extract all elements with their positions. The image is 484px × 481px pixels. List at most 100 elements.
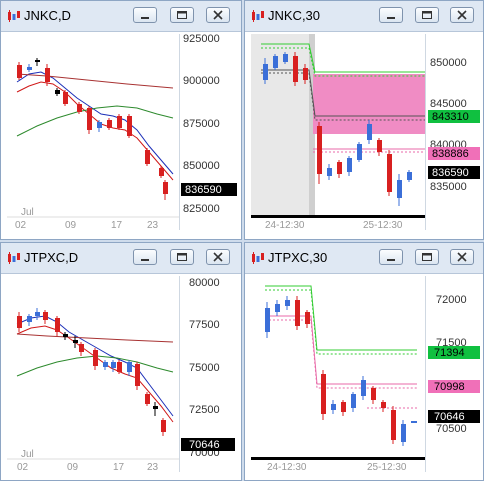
minimize-button[interactable] xyxy=(379,7,403,23)
y-tick-label: 835000 xyxy=(430,181,467,193)
window-title: JNKC,D xyxy=(24,8,71,23)
close-button[interactable] xyxy=(450,249,474,265)
minimize-button[interactable] xyxy=(379,249,403,265)
x-axis: Jul 02 09 17 23 xyxy=(7,449,179,472)
chart-candles-icon xyxy=(8,10,20,22)
chart-candles-icon xyxy=(252,252,264,264)
y-tick-label: 72000 xyxy=(436,294,467,306)
y-tick-label: 825000 xyxy=(183,203,220,215)
last-price-tag xyxy=(181,183,237,196)
price-axis[interactable]: 925000 900000 875000 850000 825000 83659… xyxy=(179,34,241,234)
window-titlebar[interactable]: JTPXC,D xyxy=(1,243,241,274)
price-axis[interactable]: 850000 845000 840000 835000 843310 83888… xyxy=(426,34,482,234)
minimize-icon xyxy=(387,259,395,261)
maximize-icon xyxy=(422,11,432,19)
y-tick-label: 75000 xyxy=(189,362,220,374)
window-titlebar[interactable]: JTPXC,30 xyxy=(245,243,483,274)
close-icon xyxy=(213,252,223,262)
close-icon xyxy=(457,10,467,20)
chart-window-jtpxc-30min[interactable]: JTPXC,30 24-12:30 xyxy=(244,242,484,481)
close-button[interactable] xyxy=(206,249,230,265)
y-tick-label: 875000 xyxy=(183,118,220,130)
maximize-button[interactable] xyxy=(170,249,194,265)
selection-shadow xyxy=(251,34,311,217)
x-axis: 24-12:30 25-12:30 xyxy=(251,215,425,230)
x-tick-label: 23 xyxy=(147,462,159,472)
candlesticks xyxy=(263,52,412,206)
y-tick-label: 70500 xyxy=(436,423,467,435)
last-price-text: 70646 xyxy=(434,411,465,423)
y-tick-label: 80000 xyxy=(189,277,220,289)
x-tick-label: Jul xyxy=(21,449,34,460)
x-tick-label: 24-12:30 xyxy=(267,462,307,472)
maximize-button[interactable] xyxy=(170,7,194,23)
x-axis: Jul 02 09 17 23 xyxy=(7,207,179,230)
minimize-icon xyxy=(141,259,149,261)
maximize-button[interactable] xyxy=(415,249,439,265)
x-tick-label: 02 xyxy=(15,220,27,230)
x-tick-label: 25-12:30 xyxy=(363,220,403,230)
window-titlebar[interactable]: JNKC,30 xyxy=(245,1,483,32)
window-title: JTPXC,30 xyxy=(268,250,328,265)
candlesticks xyxy=(265,296,417,446)
maximize-icon xyxy=(422,253,432,261)
x-tick-label: 09 xyxy=(67,462,79,472)
green-price-tag xyxy=(428,110,480,123)
close-button[interactable] xyxy=(206,7,230,23)
last-price-text: 836590 xyxy=(432,167,469,179)
maximize-icon xyxy=(177,11,187,19)
green-price-tag xyxy=(428,346,480,359)
green-price-text: 71394 xyxy=(434,347,465,359)
price-chart-area[interactable]: 24-12:30 25-12:30 xyxy=(251,34,426,230)
maximize-button[interactable] xyxy=(415,7,439,23)
y-tick-label: 77500 xyxy=(189,319,220,331)
chart-candles-icon xyxy=(252,10,264,22)
x-tick-label: 23 xyxy=(147,220,159,230)
last-price-tag xyxy=(428,166,480,179)
minimize-button[interactable] xyxy=(133,249,157,265)
x-tick-label: 09 xyxy=(65,220,77,230)
candlesticks xyxy=(17,308,166,436)
x-tick-label: 17 xyxy=(111,220,123,230)
pink-price-text: 838886 xyxy=(432,148,469,160)
x-tick-label: 02 xyxy=(17,462,29,472)
pink-price-tag xyxy=(428,380,480,393)
x-tick-label: 24-12:30 xyxy=(265,220,305,230)
minimize-icon xyxy=(141,17,149,19)
maximize-icon xyxy=(177,253,187,261)
y-tick-label: 845000 xyxy=(430,98,467,110)
last-price-text: 836590 xyxy=(185,184,222,196)
price-axis[interactable]: 80000 77500 75000 72500 70000 70646 xyxy=(179,276,241,476)
chart-candles-icon xyxy=(8,252,20,264)
chart-window-jtpxc-daily[interactable]: JTPXC,D Jul xyxy=(0,242,242,481)
y-tick-label: 72500 xyxy=(189,404,220,416)
y-tick-label: 850000 xyxy=(430,57,467,69)
last-price-text: 70646 xyxy=(189,439,220,451)
window-title: JNKC,30 xyxy=(268,8,321,23)
x-tick-label: Jul xyxy=(21,207,34,218)
pink-price-text: 70998 xyxy=(434,381,465,393)
close-icon xyxy=(457,252,467,262)
y-tick-label: 900000 xyxy=(183,75,220,87)
window-titlebar[interactable]: JNKC,D xyxy=(1,1,241,32)
x-tick-label: 17 xyxy=(113,462,125,472)
last-price-tag xyxy=(181,438,235,451)
minimize-button[interactable] xyxy=(133,7,157,23)
price-chart-area[interactable]: Jul 02 09 17 23 xyxy=(7,34,180,230)
pink-price-tag xyxy=(428,147,480,160)
minimize-icon xyxy=(387,17,395,19)
chart-window-jnkc-daily[interactable]: JNKC,D Jul 02 xyxy=(0,0,242,240)
chart-window-jnkc-30min[interactable]: JNKC,30 xyxy=(244,0,484,240)
price-axis[interactable]: 72000 71500 71000 70500 71394 70998 7064… xyxy=(426,276,482,476)
y-tick-label: 925000 xyxy=(183,34,220,45)
candlesticks xyxy=(17,58,168,200)
last-price-tag xyxy=(428,410,480,423)
y-tick-label: 850000 xyxy=(183,160,220,172)
x-tick-label: 25-12:30 xyxy=(367,462,407,472)
price-chart-area[interactable]: 24-12:30 25-12:30 xyxy=(251,276,426,472)
green-price-text: 843310 xyxy=(432,111,469,123)
price-chart-area[interactable]: Jul 02 09 17 23 xyxy=(7,276,180,472)
window-title: JTPXC,D xyxy=(24,250,79,265)
close-icon xyxy=(213,10,223,20)
close-button[interactable] xyxy=(450,7,474,23)
